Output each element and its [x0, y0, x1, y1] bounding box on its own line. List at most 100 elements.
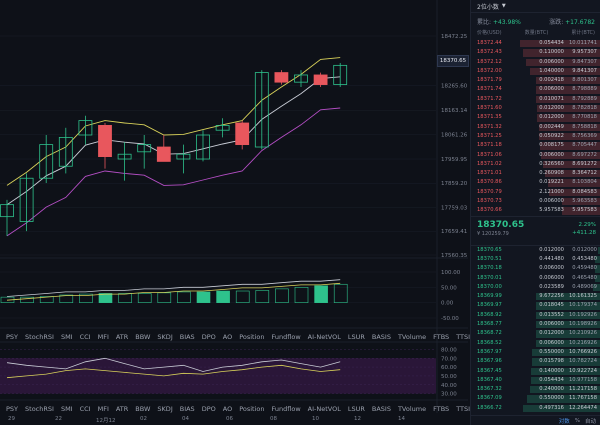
ask-qty: 0.010071	[531, 95, 564, 104]
chart-area[interactable]: 18472.25 18265.60 18163.14 18061.26 17959.95…	[0, 0, 468, 425]
indicator-tab-smi[interactable]: SMI	[61, 405, 73, 413]
mid-change-pct: 2.29%	[572, 221, 596, 229]
ask-row[interactable]: 18371.60 0.012000 8.782818	[471, 104, 600, 113]
indicator-tab-position[interactable]: Position	[239, 333, 264, 341]
ask-row[interactable]: 18370.73 0.006000 5.963583	[471, 197, 600, 206]
ask-row[interactable]: 18370.79 2.121000 8.084583	[471, 188, 600, 197]
indicator-tab-atr[interactable]: ATR	[116, 333, 128, 341]
ask-price: 18370.86	[477, 178, 502, 187]
indicator-tab-fundflow[interactable]: Fundflow	[272, 405, 301, 413]
ask-price: 18371.35	[477, 113, 502, 122]
indicator-tab-ftbs[interactable]: FTBS	[433, 405, 449, 413]
indicator-tab-stochrsi[interactable]: StochRSI	[25, 405, 54, 413]
ask-row[interactable]: 18372.43 0.110000 9.957307	[471, 48, 600, 57]
ask-row[interactable]: 18370.66 5.957583 5.957583	[471, 206, 600, 215]
time-axis-label: 06	[226, 416, 233, 422]
time-axis: 29 22 12月12 02 04 06 08 10 12 14	[0, 413, 440, 425]
rsi-axis-label: 70.00	[441, 356, 457, 362]
ask-price: 18371.01	[477, 169, 502, 178]
ask-row[interactable]: 18371.72 0.010071 8.792889	[471, 95, 600, 104]
ask-total: 9.957307	[572, 48, 597, 57]
indicator-tab-tvolume[interactable]: TVolume	[398, 405, 426, 413]
scale-option[interactable]: 对数	[559, 417, 570, 425]
ask-qty: 0.012000	[531, 104, 564, 113]
indicator-tab-skdj[interactable]: SKDJ	[157, 405, 172, 413]
bid-row[interactable]: 18367.32 0.240000 11.217158	[471, 385, 600, 394]
bid-row[interactable]: 18370.00 0.023589 0.489069	[471, 283, 600, 292]
indicator-tab-dpo[interactable]: DPO	[202, 333, 216, 341]
ask-row[interactable]: 18371.06 0.006000 8.697272	[471, 151, 600, 160]
bid-row[interactable]: 18366.72 0.497316 12.264474	[471, 404, 600, 413]
bid-row[interactable]: 18367.96 0.015798 10.782724	[471, 357, 600, 366]
indicator-tab-psy[interactable]: PSY	[6, 405, 18, 413]
bid-total: 10.179374	[569, 301, 597, 310]
indicator-tab-atr[interactable]: ATR	[116, 405, 128, 413]
ask-row[interactable]: 18372.00 1.040000 9.841307	[471, 67, 600, 76]
indicator-tab-ftbs[interactable]: FTBS	[433, 333, 449, 341]
bid-total: 0.489069	[572, 283, 597, 292]
bid-row[interactable]: 18367.45 0.140000 10.922724	[471, 367, 600, 376]
ask-total: 8.084583	[572, 188, 597, 197]
indicator-tab-skdj[interactable]: SKDJ	[157, 333, 172, 341]
bid-row[interactable]: 18370.18 0.006000 0.459480	[471, 264, 600, 273]
bid-row[interactable]: 18368.72 0.012000 10.210926	[471, 329, 600, 338]
indicator-tab-ai-netvol[interactable]: AI-NetVOL	[308, 333, 341, 341]
ask-row[interactable]: 18371.74 0.006000 8.798889	[471, 85, 600, 94]
indicator-tab-lsur[interactable]: LSUR	[348, 333, 365, 341]
indicator-tab-bias[interactable]: BIAS	[180, 333, 195, 341]
indicator-tab-mfi[interactable]: MFI	[98, 333, 109, 341]
ask-row[interactable]: 18371.18 0.008175 8.705447	[471, 141, 600, 150]
bid-row[interactable]: 18368.77 0.006000 10.198926	[471, 320, 600, 329]
indicator-tab-dpo[interactable]: DPO	[202, 405, 216, 413]
indicator-tab-smi[interactable]: SMI	[61, 333, 73, 341]
indicator-tab-bbw[interactable]: BBW	[135, 405, 150, 413]
ask-row[interactable]: 18371.02 0.326560 8.691272	[471, 160, 600, 169]
bid-row[interactable]: 18369.97 0.018045 10.179374	[471, 301, 600, 310]
bid-row[interactable]: 18367.40 0.054434 10.977158	[471, 376, 600, 385]
indicator-tab-position[interactable]: Position	[239, 405, 264, 413]
bid-row[interactable]: 18369.99 9.672256 10.161325	[471, 292, 600, 301]
osc-histogram-bar	[315, 286, 328, 303]
ask-row[interactable]: 18370.86 0.019221 8.103804	[471, 178, 600, 187]
indicator-tab-psy[interactable]: PSY	[6, 333, 18, 341]
bid-row[interactable]: 18367.09 0.550000 11.767158	[471, 394, 600, 403]
indicator-tab-stochrsi[interactable]: StochRSI	[25, 333, 54, 341]
ask-row[interactable]: 18371.32 0.002449 8.758818	[471, 123, 600, 132]
bid-row[interactable]: 18368.92 0.013552 10.192926	[471, 311, 600, 320]
ask-total: 8.691272	[572, 160, 597, 169]
ask-row[interactable]: 18371.35 0.012000 8.770818	[471, 113, 600, 122]
current-price-badge: 18370.65	[437, 55, 469, 67]
bid-row[interactable]: 18370.65 0.012000 0.012000	[471, 246, 600, 255]
indicator-tab-ttsi[interactable]: TTSI	[456, 405, 470, 413]
ask-row[interactable]: 18371.79 0.002418 8.801307	[471, 76, 600, 85]
price-axis-label: 18061.26	[441, 133, 468, 139]
bid-qty: 9.672256	[531, 292, 564, 301]
indicator-tab-ao[interactable]: AO	[223, 405, 232, 413]
ask-row[interactable]: 18372.44 0.054434 10.011741	[471, 39, 600, 48]
indicator-tab-ttsi[interactable]: TTSI	[456, 333, 470, 341]
indicator-tab-lsur[interactable]: LSUR	[348, 405, 365, 413]
scale-option[interactable]: 自动	[585, 417, 596, 425]
bid-row[interactable]: 18367.97 0.550000 10.766926	[471, 348, 600, 357]
ask-row[interactable]: 18372.12 0.006000 9.847307	[471, 58, 600, 67]
bid-row[interactable]: 18368.52 0.006000 10.216926	[471, 339, 600, 348]
indicator-tab-bbw[interactable]: BBW	[135, 333, 150, 341]
scale-option[interactable]: %	[575, 418, 580, 424]
indicator-tab-cci[interactable]: CCI	[80, 405, 91, 413]
ask-qty: 0.110000	[531, 48, 564, 57]
price-chart-svg[interactable]: 18472.25 18265.60 18163.14 18061.26 17959.95…	[0, 0, 468, 425]
precision-selector[interactable]: 2位小数 ▼	[471, 0, 600, 13]
indicator-tab-bias[interactable]: BIAS	[180, 405, 195, 413]
indicator-tab-basis[interactable]: BASIS	[372, 405, 391, 413]
indicator-tab-basis[interactable]: BASIS	[372, 333, 391, 341]
bid-row[interactable]: 18370.01 0.006000 0.465480	[471, 274, 600, 283]
indicator-tab-mfi[interactable]: MFI	[98, 405, 109, 413]
bid-row[interactable]: 18370.51 0.441480 0.453480	[471, 255, 600, 264]
indicator-tab-tvolume[interactable]: TVolume	[398, 333, 426, 341]
ask-row[interactable]: 18371.01 0.260908 8.364712	[471, 169, 600, 178]
indicator-tab-ao[interactable]: AO	[223, 333, 232, 341]
indicator-tab-fundflow[interactable]: Fundflow	[272, 333, 301, 341]
indicator-tab-ai-netvol[interactable]: AI-NetVOL	[308, 405, 341, 413]
ask-row[interactable]: 18371.25 0.050922 8.756369	[471, 132, 600, 141]
indicator-tab-cci[interactable]: CCI	[80, 333, 91, 341]
